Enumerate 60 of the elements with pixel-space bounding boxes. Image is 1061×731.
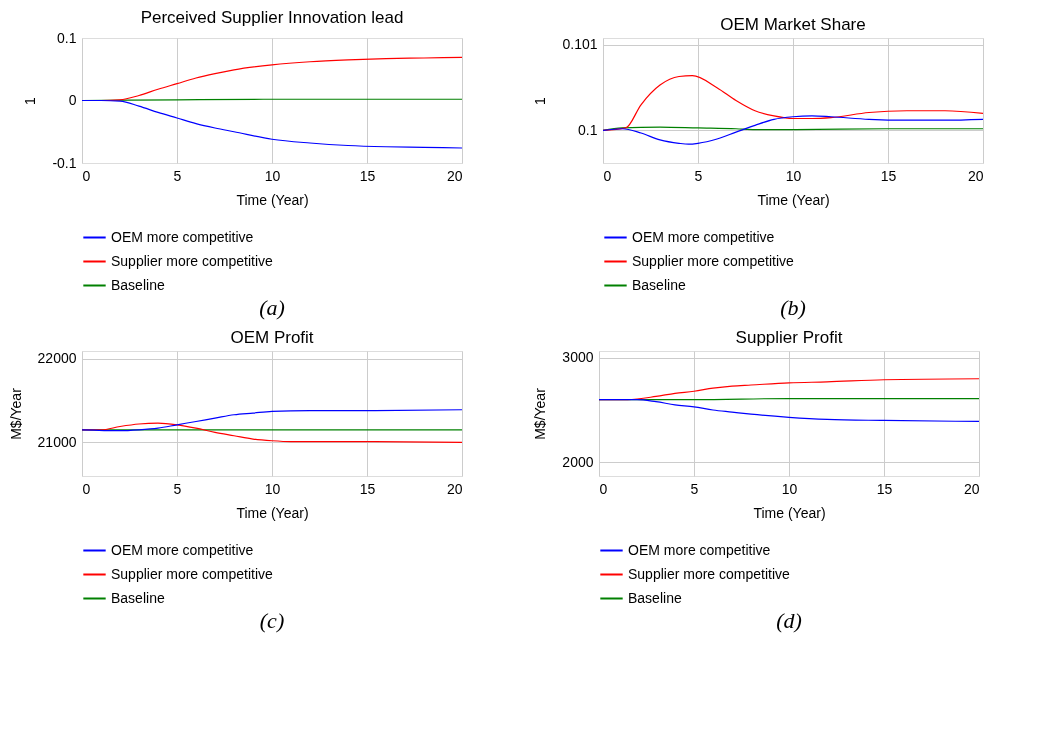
chart-title: OEM Profit	[230, 328, 314, 347]
text: (a)	[259, 295, 285, 320]
x-tick-label: 5	[173, 480, 182, 497]
x-tick-label: 5	[694, 167, 703, 184]
y-tick-label: 21000	[37, 433, 77, 450]
legend-label: Supplier more competitive	[111, 565, 274, 582]
legend-label: Supplier more competitive	[628, 565, 791, 582]
legend-label: Baseline	[628, 589, 682, 606]
y-tick-label: -0.1	[52, 154, 77, 171]
text: (b)	[780, 295, 806, 320]
x-tick-label: 10	[781, 480, 798, 497]
legend-label: Supplier more competitive	[111, 252, 274, 269]
line-series	[82, 409, 462, 432]
x-axis-title: Time (Year)	[753, 504, 826, 521]
line-series	[603, 115, 983, 145]
x-tick-label: 5	[173, 167, 182, 184]
x-tick-label: 5	[690, 480, 699, 497]
chart-title: OEM Market Share	[720, 14, 866, 34]
chart-title: Supplier Profit	[735, 327, 843, 347]
x-tick-label: 15	[876, 480, 893, 497]
x-tick-label: 20	[963, 480, 980, 497]
legend-label: Baseline	[111, 589, 165, 606]
x-tick-label: 0	[82, 480, 91, 497]
legend-label: Supplier more competitive	[632, 252, 795, 269]
legend-label: Baseline	[111, 276, 165, 293]
line-series	[82, 99, 462, 149]
x-tick-label: 10	[264, 480, 281, 497]
y-axis-title: 1	[532, 96, 549, 105]
x-tick-label: 0	[82, 167, 91, 184]
x-tick-label: 10	[264, 167, 281, 184]
x-tick-label: 10	[785, 167, 802, 184]
y-axis-title: M$/Year	[7, 387, 24, 440]
legend-label: OEM more competitive	[111, 228, 254, 245]
line-series	[599, 398, 979, 423]
y-tick-label: 3000	[562, 349, 594, 366]
y-tick-label: 0.1	[57, 29, 77, 46]
chart-title: Perceived Supplier Innovation lead	[140, 8, 404, 27]
x-tick-label: 15	[359, 167, 376, 184]
y-tick-label: 0.1	[578, 121, 598, 138]
y-axis-title: M$/Year	[532, 387, 549, 440]
legend-label: OEM more competitive	[111, 541, 254, 558]
text: (d)	[776, 608, 802, 633]
y-axis-title: 1	[22, 96, 39, 105]
text: (c)	[259, 608, 285, 633]
legend-label: OEM more competitive	[632, 228, 775, 245]
legend-label: OEM more competitive	[628, 541, 771, 558]
y-tick-label: 22000	[37, 350, 77, 367]
x-tick-label: 15	[880, 167, 897, 184]
y-tick-label: 2000	[562, 453, 594, 470]
x-tick-label: 20	[446, 167, 463, 184]
x-tick-label: 15	[359, 480, 376, 497]
x-tick-label: 20	[446, 480, 463, 497]
y-tick-label: 0.101	[562, 36, 598, 53]
y-tick-label: 0	[68, 92, 77, 108]
legend-label: Baseline	[632, 276, 686, 293]
x-tick-label: 20	[967, 167, 984, 184]
x-axis-title: Time (Year)	[757, 191, 830, 208]
x-axis-title: Time (Year)	[236, 191, 309, 208]
x-tick-label: 0	[603, 167, 612, 184]
x-axis-title: Time (Year)	[236, 504, 309, 521]
